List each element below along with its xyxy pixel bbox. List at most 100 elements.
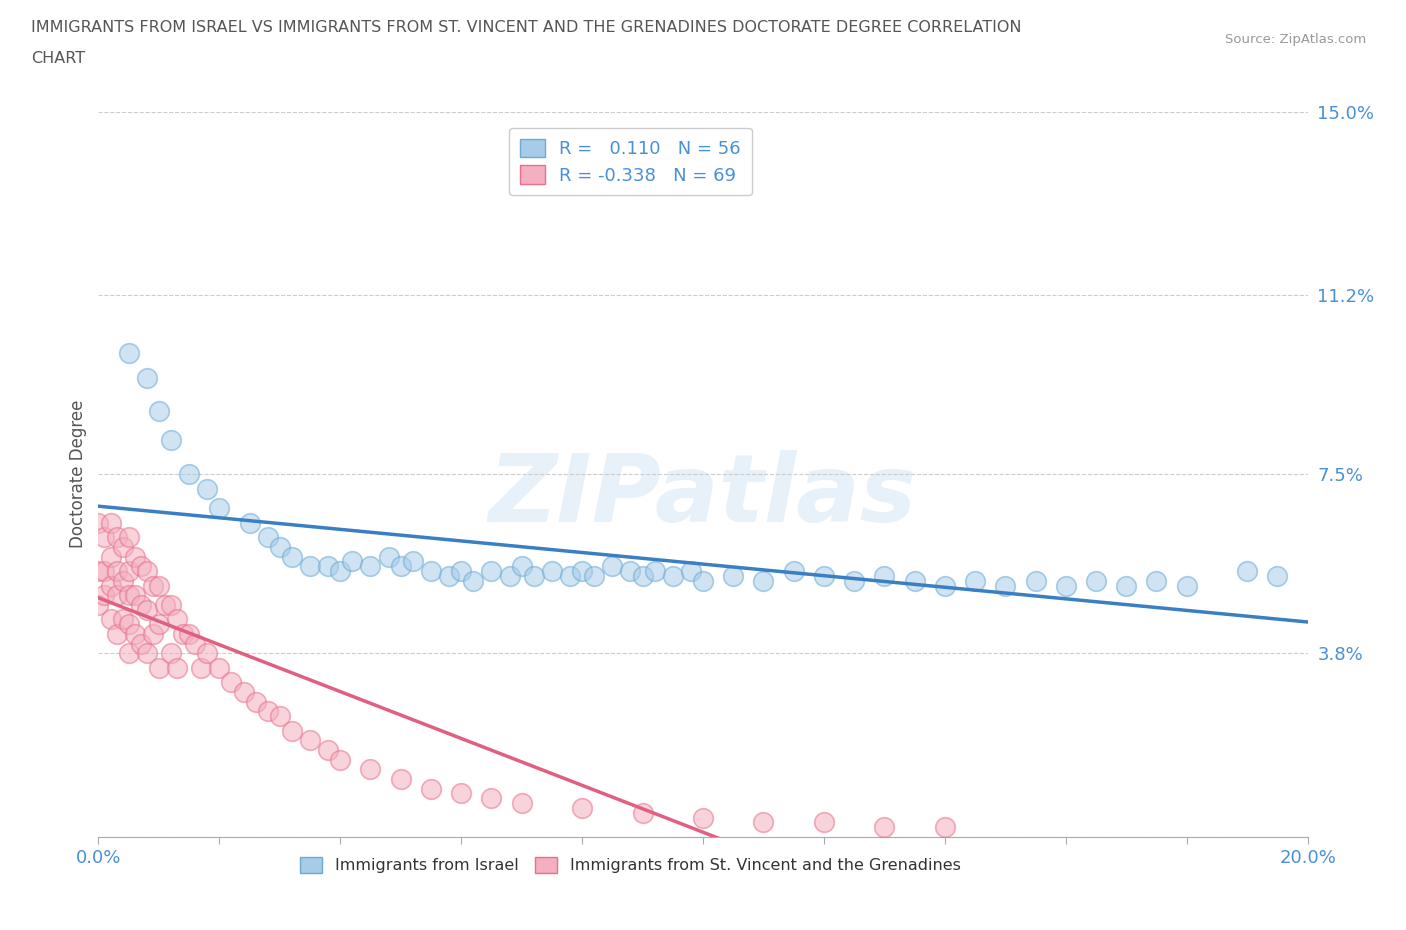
Point [342,554,364,569]
Point [129,597,152,612]
Point [166,612,188,627]
Point [510,559,533,574]
Point [934,578,956,593]
Point [221,675,243,690]
Point [873,568,896,583]
Point [450,786,472,801]
Point [644,564,666,578]
Point [813,815,835,830]
Point [239,515,262,530]
Point [281,724,304,738]
Point [1115,578,1137,593]
Point [752,573,775,588]
Point [124,588,146,603]
Point [389,772,412,787]
Point [142,578,165,593]
Point [111,573,134,588]
Point [105,530,128,545]
Point [1236,564,1258,578]
Point [299,559,322,574]
Point [965,573,987,588]
Point [93,588,115,603]
Point [179,467,201,482]
Point [135,370,157,385]
Point [195,645,218,660]
Point [129,636,152,651]
Point [481,564,503,578]
Point [752,815,775,830]
Point [190,660,212,675]
Point [389,559,412,574]
Point [1085,573,1108,588]
Point [118,346,141,361]
Point [105,588,128,603]
Point [631,805,654,820]
Point [160,597,183,612]
Point [148,660,170,675]
Point [1267,568,1289,583]
Point [245,694,267,709]
Point [232,684,254,699]
Point [105,564,128,578]
Point [256,530,278,545]
Point [692,810,714,825]
Text: Source: ZipAtlas.com: Source: ZipAtlas.com [1226,33,1367,46]
Point [558,568,581,583]
Point [420,781,443,796]
Point [135,603,157,618]
Point [602,559,624,574]
Point [93,530,115,545]
Point [299,733,322,748]
Text: ZIPatlas: ZIPatlas [489,450,917,542]
Point [124,549,146,564]
Point [1144,573,1167,588]
Point [118,617,141,631]
Point [269,539,291,554]
Point [256,704,278,719]
Point [281,549,304,564]
Point [661,568,683,583]
Legend: Immigrants from Israel, Immigrants from St. Vincent and the Grenadines: Immigrants from Israel, Immigrants from … [294,850,967,880]
Point [148,578,170,593]
Point [316,742,339,757]
Point [619,564,641,578]
Point [160,433,183,448]
Point [450,564,472,578]
Point [124,627,146,642]
Point [208,500,231,515]
Point [100,515,122,530]
Point [87,515,110,530]
Point [360,559,382,574]
Point [129,559,152,574]
Y-axis label: Doctorate Degree: Doctorate Degree [69,400,87,549]
Point [523,568,546,583]
Point [583,568,606,583]
Point [437,568,460,583]
Point [184,636,207,651]
Point [118,564,141,578]
Point [481,790,503,805]
Point [994,578,1017,593]
Point [402,554,425,569]
Point [463,573,485,588]
Point [100,549,122,564]
Point [631,568,654,583]
Point [172,627,194,642]
Point [813,568,835,583]
Point [100,578,122,593]
Point [679,564,702,578]
Point [100,612,122,627]
Point [195,482,218,497]
Point [904,573,927,588]
Point [87,564,110,578]
Point [118,645,141,660]
Point [135,645,157,660]
Point [498,568,520,583]
Point [540,564,562,578]
Point [111,612,134,627]
Point [692,573,714,588]
Point [135,564,157,578]
Point [329,752,352,767]
Point [118,530,141,545]
Point [118,588,141,603]
